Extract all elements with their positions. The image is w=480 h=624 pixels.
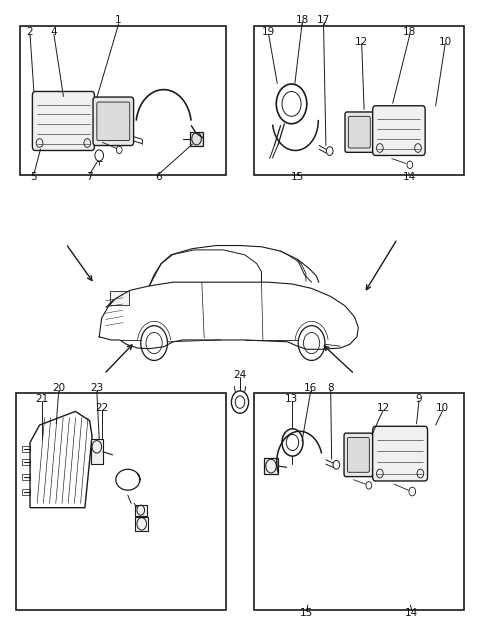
Text: 6: 6 [156,172,162,182]
Text: 15: 15 [300,608,313,618]
Text: 17: 17 [317,15,330,25]
Text: 13: 13 [285,394,298,404]
Text: 8: 8 [327,383,334,392]
Bar [23,474,30,480]
FancyBboxPatch shape [372,105,425,155]
FancyBboxPatch shape [97,102,130,140]
Text: 15: 15 [291,172,304,182]
Text: 18: 18 [403,27,416,37]
FancyBboxPatch shape [345,112,373,152]
Text: 14: 14 [403,172,416,182]
Bar [254,392,464,610]
Bar [91,439,103,464]
Text: 21: 21 [36,394,48,404]
Text: 4: 4 [50,27,57,37]
FancyBboxPatch shape [344,433,372,477]
FancyBboxPatch shape [348,116,370,148]
Text: 5: 5 [31,172,37,182]
FancyBboxPatch shape [348,437,369,472]
Bar [135,505,147,516]
Text: 22: 22 [95,403,108,413]
Text: 2: 2 [27,27,33,37]
Bar [135,517,148,530]
Text: 18: 18 [295,15,309,25]
Text: 9: 9 [416,394,422,404]
Bar [264,458,278,474]
Text: 24: 24 [233,371,247,381]
Bar [23,446,30,452]
FancyBboxPatch shape [372,426,428,481]
Text: 12: 12 [355,37,368,47]
Text: 10: 10 [436,403,449,413]
Bar [16,392,226,610]
Bar [254,26,464,175]
Text: 19: 19 [262,27,275,37]
Bar [190,132,203,145]
Text: 7: 7 [86,172,93,182]
Text: 23: 23 [90,383,104,392]
Text: 10: 10 [439,37,452,47]
Text: 12: 12 [376,403,390,413]
Text: 14: 14 [405,608,419,618]
Text: 1: 1 [115,15,121,25]
FancyBboxPatch shape [93,97,133,145]
FancyBboxPatch shape [33,92,95,150]
Text: 20: 20 [52,383,65,392]
Bar [23,489,30,495]
Text: 16: 16 [304,383,317,392]
Bar [110,291,129,305]
Bar [21,26,226,175]
Bar [23,459,30,466]
